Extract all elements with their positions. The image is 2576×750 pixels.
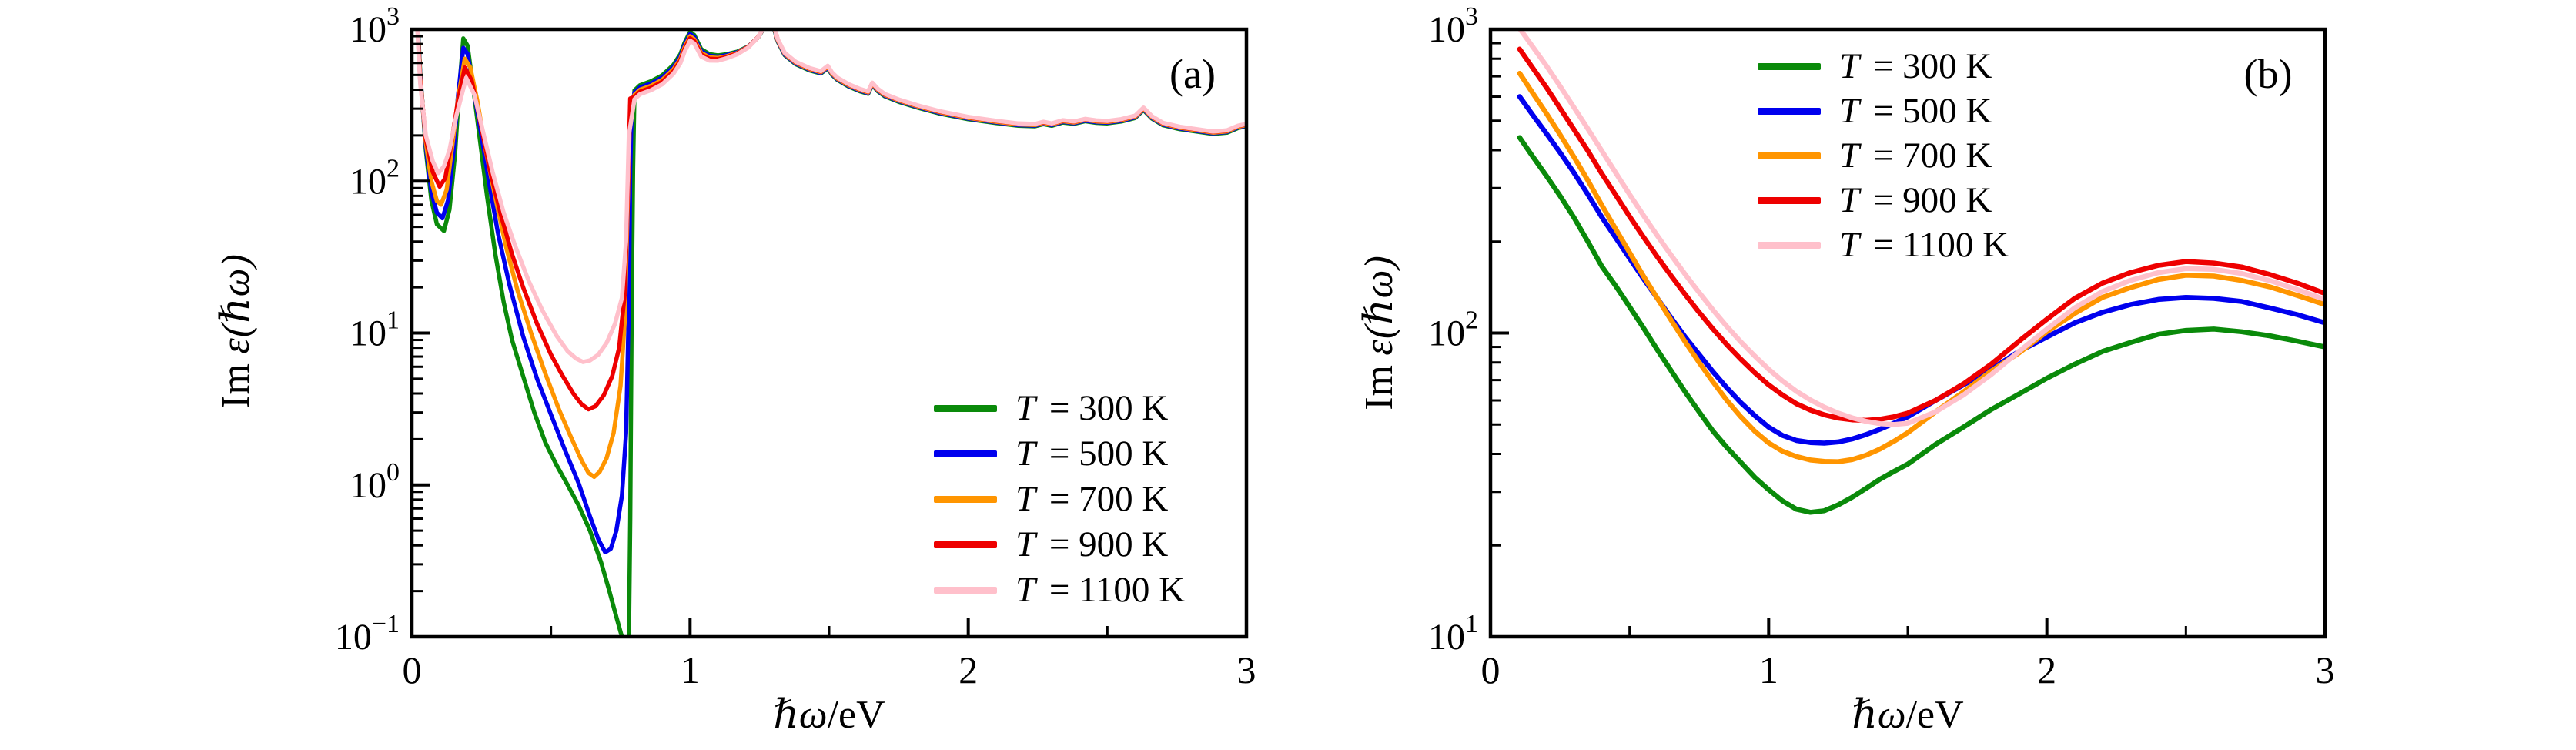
curve-t500k: [1517, 94, 2325, 446]
legend-label: T = 900 K: [1839, 179, 1992, 220]
legend-label: T = 900 K: [1015, 524, 1169, 564]
plot-spine: [410, 27, 1249, 639]
ylabel-prefix: Im: [214, 362, 258, 409]
y-tick-label: 100: [350, 458, 400, 506]
legend-line-swatch-700k: [1758, 152, 1821, 159]
x-tick-label: 2: [2037, 648, 2056, 691]
legend-label: T = 500 K: [1839, 90, 1992, 131]
legend-label: T = 1100 K: [1839, 224, 2009, 265]
x-tick-label: 0: [403, 648, 422, 691]
legend-entry-300k: T = 300 K: [1758, 44, 2009, 89]
xlabel-symbol: ℏω: [773, 693, 828, 737]
x-axis-label-panel-a: ℏω/eV: [773, 691, 885, 738]
legend-entry-700k: T = 700 K: [1758, 133, 2009, 178]
panel-label-b: (b): [2243, 51, 2293, 97]
legend-entry-1100k: T = 1100 K: [1758, 223, 2009, 267]
x-tick-label: 1: [1759, 648, 1778, 691]
curve-t1100k: [415, 29, 1246, 364]
x-tick-label: 3: [1237, 648, 1256, 691]
xlabel-symbol: ℏω: [1852, 693, 1906, 737]
plot-spine: [1488, 27, 2327, 639]
legend-label: T = 700 K: [1015, 479, 1169, 519]
legend-label: T = 300 K: [1839, 45, 1992, 86]
legend-label: T = 300 K: [1015, 388, 1169, 428]
legend-line-swatch-900k: [1758, 196, 1821, 204]
legend-entry-500k: T = 500 K: [934, 431, 1185, 477]
ylabel-symbol: ε(ℏω): [214, 253, 258, 354]
y-tick-label: 102: [1428, 306, 1478, 354]
legend-label: T = 1100 K: [1015, 570, 1186, 610]
curves-group: [1517, 29, 2325, 515]
y-tick-label: 102: [350, 154, 400, 202]
curve-t300k: [1517, 135, 2325, 515]
panel-b: 0 1 2 3 103 102 101: [1428, 2, 2335, 691]
panel-a: 0 1 2 3 103 102 101 100 10−1: [335, 2, 1256, 691]
legend-entry-1100k: T = 1100 K: [934, 568, 1185, 613]
legend-line-swatch-500k: [934, 450, 997, 457]
curve-t1100k: [1517, 29, 2325, 427]
legend-entry-500k: T = 500 K: [1758, 89, 2009, 133]
legend-line-swatch-1100k: [1758, 241, 1821, 249]
ylabel-symbol: ε(ℏω): [1357, 255, 1401, 356]
legend-label: T = 700 K: [1839, 135, 1992, 176]
x-tick-label: 0: [1481, 648, 1500, 691]
legend-line-swatch-300k: [934, 405, 997, 412]
legend-line-swatch-300k: [1758, 62, 1821, 70]
y-tick-label: 103: [1428, 2, 1478, 50]
y-tick-label: 101: [350, 306, 400, 354]
legend-panel-a: T = 300 K T = 500 K T = 700 K T = 900 K T = …: [934, 386, 1185, 613]
legend-entry-300k: T = 300 K: [934, 386, 1185, 431]
ylabel-prefix: Im: [1357, 363, 1401, 410]
panel-label-a: (a): [1169, 51, 1216, 97]
legend-line-swatch-900k: [934, 541, 997, 548]
x-axis-label-panel-b: ℏω/eV: [1852, 691, 1963, 738]
curve-t700k: [1517, 70, 2325, 464]
legend-entry-700k: T = 700 K: [934, 477, 1185, 522]
curve-t900k: [1517, 46, 2325, 424]
y-tick-label: 103: [350, 2, 400, 50]
x-tick-label: 1: [681, 648, 700, 691]
legend-entry-900k: T = 900 K: [934, 522, 1185, 568]
y-tick-label: 101: [1428, 610, 1478, 658]
xlabel-unit: /eV: [827, 693, 885, 737]
legend-label: T = 500 K: [1015, 434, 1169, 474]
legend-entry-900k: T = 900 K: [1758, 178, 2009, 223]
y-axis-label-panel-b: Im ε(ℏω): [1356, 255, 1402, 410]
legend-line-swatch-700k: [934, 496, 997, 503]
x-tick-label: 2: [958, 648, 978, 691]
x-tick-label: 3: [2316, 648, 2335, 691]
y-axis-label-panel-a: Im ε(ℏω): [212, 253, 259, 409]
curves-group: [415, 29, 1246, 637]
legend-line-swatch-1100k: [934, 587, 997, 594]
y-tick-label: 10−1: [335, 610, 400, 658]
xlabel-unit: /eV: [1905, 693, 1964, 737]
legend-line-swatch-500k: [1758, 107, 1821, 115]
